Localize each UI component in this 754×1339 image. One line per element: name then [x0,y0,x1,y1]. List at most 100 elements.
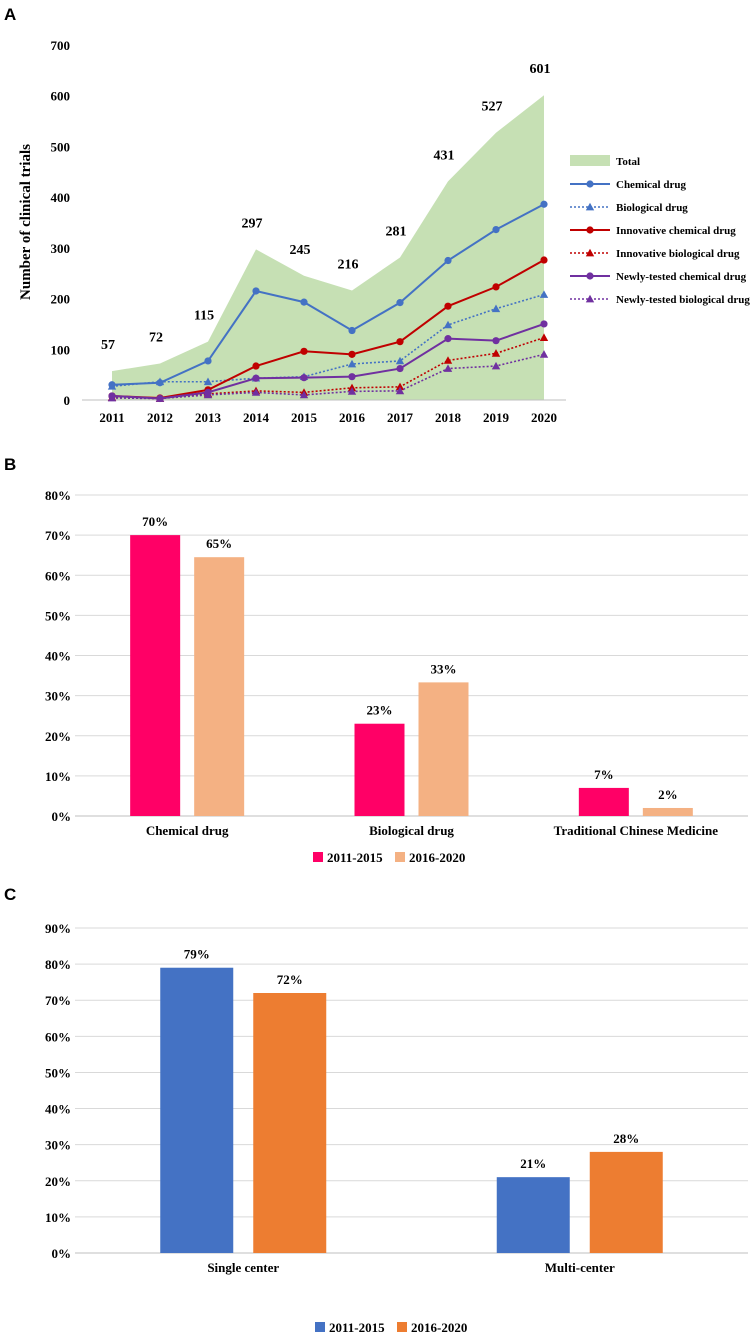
series-point [443,320,453,329]
series-point [300,374,308,382]
series-point [348,373,356,381]
series-point [444,335,452,343]
bar-value-label: 79% [184,947,210,962]
y-tick-label: 0 [64,393,71,408]
series-point [204,357,212,365]
bar-value-label: 28% [613,1131,639,1146]
bar-value-label: 65% [206,536,232,551]
y-tick-label: 700 [51,38,71,53]
series-point [348,350,356,358]
total-value-label: 216 [338,257,359,272]
total-value-label: 281 [386,224,407,239]
legend-label: 2011-2015 [329,1320,385,1335]
series-line-4 [111,322,545,400]
bar [578,787,629,816]
legend-swatch [313,852,323,862]
legend-swatch [395,852,405,862]
total-value-label: 431 [434,148,455,163]
y-tick-label: 200 [51,292,71,307]
bar [496,1177,570,1253]
legend-swatch-total [570,155,610,166]
y-tick-label: 90% [45,921,71,936]
bar-value-label: 33% [431,661,457,676]
x-tick-label: 2013 [195,410,222,425]
bar [253,993,327,1253]
legend-swatch-marker [585,202,595,211]
legend-swatch-marker [585,294,595,303]
legend-label-total: Total [616,156,640,168]
series-point [348,326,356,335]
total-value-label: 245 [290,243,311,258]
total-value-label: 72 [149,330,163,345]
series-point [492,226,500,234]
series-point [299,390,309,399]
series-point [539,290,549,298]
y-tick-label: 50% [45,1065,71,1080]
panel-label-c: C [4,885,16,904]
series-line-2 [111,259,545,399]
legend-swatch-marker [585,248,595,257]
series-point [396,364,404,373]
series-point [395,386,405,395]
category-label: Chemical drug [146,823,229,838]
legend-label: Innovative chemical drug [616,225,736,237]
panel-a-series-lines [107,200,549,403]
y-tick-label: 30% [45,1138,71,1153]
y-tick-label: 0% [52,809,72,824]
y-tick-label: 80% [45,488,71,503]
panel-a-y-axis-title: Number of clinical trials [18,144,34,300]
series-point [539,333,549,341]
bar-value-label: 7% [594,767,614,782]
y-tick-label: 20% [45,1174,71,1189]
panel-a-total-area-layer [112,95,544,400]
series-point [347,359,357,368]
series-point [540,256,548,264]
y-tick-label: 600 [51,89,71,104]
bar-value-label: 21% [520,1156,546,1171]
legend-label: Chemical drug [616,179,686,191]
legend-swatch [315,1322,325,1332]
series-point [252,374,260,382]
bar-value-label: 23% [367,703,393,718]
bar-value-label: 72% [277,972,303,987]
x-tick-label: 2017 [387,410,414,425]
series-point [395,382,405,391]
y-tick-label: 60% [45,568,71,583]
x-tick-label: 2011 [99,410,124,425]
series-point [491,304,501,313]
series-point [203,390,213,399]
panel-a-total-labels: 57 72 115 297 245 216 281 431 527 601 [101,62,551,353]
series-point [492,337,500,345]
series-point [443,364,453,372]
series-point [300,298,308,306]
y-tick-label: 0% [52,1246,72,1261]
y-tick-label: 50% [45,608,71,623]
series-point [300,347,308,355]
series-line-5 [111,353,545,400]
series-point [155,377,165,386]
legend-swatch-marker [586,226,594,234]
y-tick-label: 70% [45,528,71,543]
y-tick-label: 40% [45,649,71,664]
bar [589,1151,663,1253]
x-tick-label: 2018 [435,410,462,425]
y-tick-label: 400 [51,190,71,205]
bar [160,967,234,1253]
series-point [540,200,548,208]
category-label: Traditional Chinese Medicine [554,823,719,838]
series-line-0 [111,203,545,386]
series-point [444,302,452,310]
series-point [444,256,452,265]
series-point [443,356,453,364]
y-tick-label: 100 [51,342,71,357]
series-point [540,320,548,328]
legend-swatch-marker [586,272,594,280]
series-point [396,338,404,346]
y-tick-label: 10% [45,1210,71,1225]
series-point [203,377,213,386]
bar [130,535,181,816]
total-value-label: 115 [194,309,214,324]
series-point [491,361,501,370]
panel-b-bar-chart: 0% 10% 20% 30% 40% 50% 60% 70% 80% Chemical drug 7… [45,488,748,865]
